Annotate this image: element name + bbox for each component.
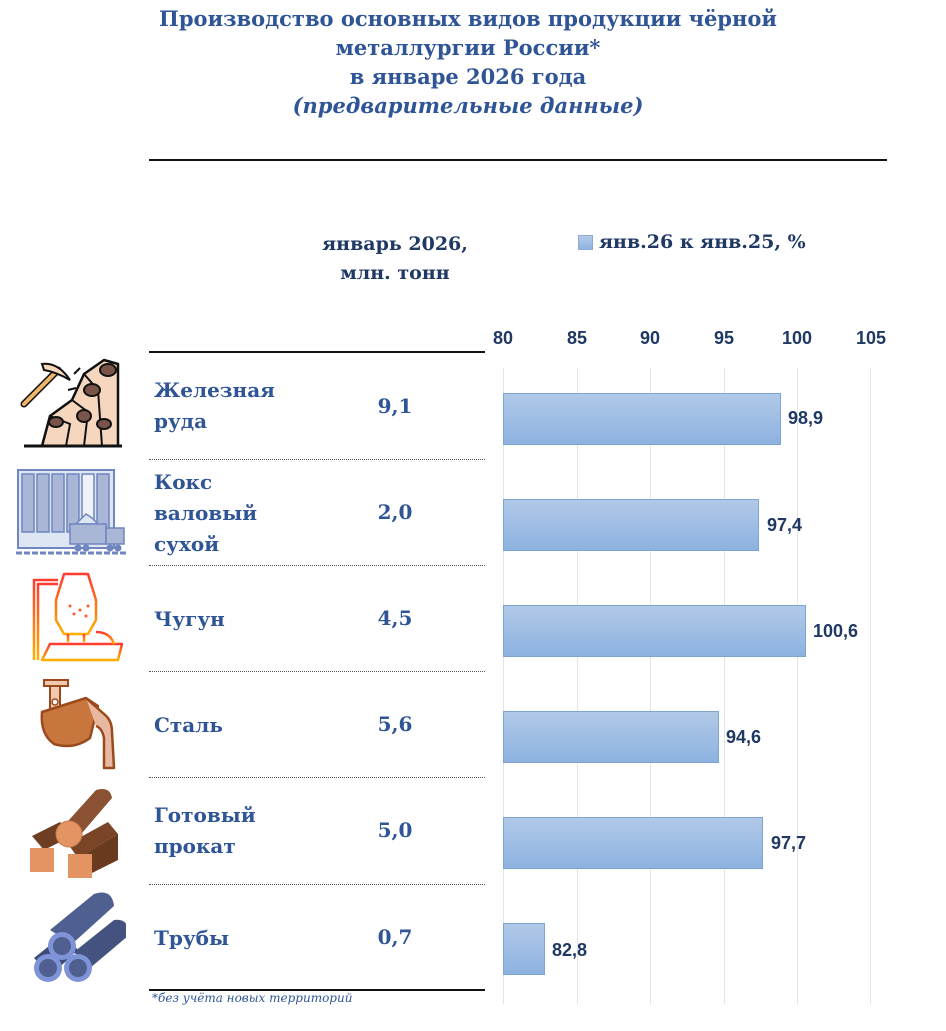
axis-tick-80: 80 — [492, 328, 514, 348]
axis-tick-90: 90 — [639, 328, 661, 348]
bar-pig-iron — [503, 605, 806, 657]
row-label-line: прокат — [154, 834, 236, 858]
row-label-line: Сталь — [154, 713, 223, 737]
row-value-iron-ore: 9,1 — [377, 394, 413, 418]
gridline-85 — [577, 368, 578, 1004]
bar-rolled-products — [503, 817, 763, 869]
title-line-1: Производство основных видов продукции чё… — [159, 6, 777, 31]
bar-label-pig-iron: 100,6 — [813, 621, 859, 641]
row-label-coke: Кокс валовый сухой — [154, 467, 257, 560]
row-label-line: валовый — [154, 501, 258, 525]
row-value-pipes: 0,7 — [377, 925, 413, 949]
row-value-coke: 2,0 — [377, 500, 413, 524]
table-bottom-rule — [149, 989, 485, 991]
row-label-line: руда — [154, 409, 208, 433]
row-label-rolled-products: Готовый прокат — [154, 800, 256, 862]
gridline-90 — [650, 368, 651, 1004]
title-line-3: в январе 2026 года — [349, 64, 587, 89]
axis-tick-95: 95 — [713, 328, 735, 348]
table-top-rule — [149, 351, 485, 353]
value-column-header-line2: млн. тонн — [340, 262, 450, 284]
row-divider — [149, 565, 485, 566]
bar-iron-ore — [503, 393, 781, 445]
bar-pipes — [503, 923, 545, 975]
bar-label-rolled-products: 97,7 — [771, 833, 807, 853]
gridline-95 — [724, 368, 725, 1004]
coke-oven-train-icon — [16, 469, 126, 555]
row-value-rolled-products: 5,0 — [377, 818, 413, 842]
value-column-header-line1: январь 2026, — [322, 233, 468, 255]
row-label-line: Железная — [154, 378, 275, 402]
row-label-line: Кокс — [154, 470, 213, 494]
row-divider — [149, 671, 485, 672]
row-label-pig-iron: Чугун — [154, 604, 225, 635]
footnote: *без учёта новых территорий — [152, 991, 353, 1005]
pipes-icon — [34, 892, 126, 982]
axis-tick-85: 85 — [566, 328, 588, 348]
blast-furnace-icon — [32, 572, 124, 662]
row-label-iron-ore: Железная руда — [154, 375, 275, 437]
row-label-pipes: Трубы — [154, 923, 229, 954]
axis-tick-105: 105 — [855, 328, 887, 348]
axis-tick-100: 100 — [781, 328, 813, 348]
row-label-line: сухой — [154, 532, 220, 556]
gridline-100 — [797, 368, 798, 1004]
chart-legend: янв.26 к янв.25, % — [578, 231, 806, 253]
row-divider — [149, 884, 485, 885]
chart-title: Производство основных видов продукции чё… — [150, 4, 786, 120]
row-label-line: Трубы — [154, 926, 230, 950]
row-label-steel: Сталь — [154, 710, 223, 741]
title-line-2: металлургии России* — [335, 35, 601, 60]
value-column-header: январь 2026, млн. тонн — [305, 230, 485, 288]
bar-label-coke: 97,4 — [767, 515, 803, 535]
title-divider — [149, 159, 887, 161]
row-label-line: Чугун — [154, 607, 225, 631]
rolled-steel-icon — [30, 789, 118, 878]
steel-ladle-icon — [40, 679, 116, 770]
bar-label-steel: 94,6 — [726, 727, 762, 747]
iron-ore-mining-icon — [20, 358, 122, 448]
legend-swatch — [578, 234, 593, 250]
row-value-steel: 5,6 — [377, 712, 413, 736]
legend-label: янв.26 к янв.25, % — [599, 231, 806, 253]
row-label-line: Готовый — [154, 803, 256, 827]
bar-coke — [503, 499, 759, 551]
bar-label-pipes: 82,8 — [552, 940, 588, 960]
title-line-4: (предварительные данные) — [292, 93, 644, 118]
row-value-pig-iron: 4,5 — [377, 606, 413, 630]
gridline-80 — [503, 368, 504, 1004]
gridline-105 — [870, 368, 871, 1004]
row-divider — [149, 459, 485, 460]
bar-label-iron-ore: 98,9 — [788, 408, 824, 428]
bar-steel — [503, 711, 719, 763]
row-divider — [149, 777, 485, 778]
